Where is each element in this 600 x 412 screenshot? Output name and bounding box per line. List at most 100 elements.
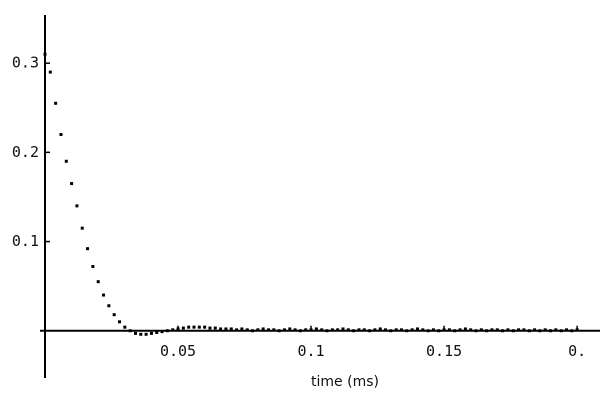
data-point [112,313,116,317]
data-point [123,325,127,329]
x-tick-label: 0.1 [298,342,325,360]
data-point [70,182,74,186]
data-point [256,328,260,332]
data-point [165,329,169,333]
y-tick-label: 0.2 [12,143,39,161]
data-point [453,329,457,333]
data-point [517,328,521,332]
data-point [410,328,414,332]
data-point [506,328,510,332]
data-point [117,320,121,324]
data-point [64,159,68,163]
data-point [139,332,143,336]
data-point [352,329,356,333]
data-point [341,327,345,331]
data-point [384,328,388,332]
data-point [224,327,228,331]
data-point [187,325,191,329]
data-point [171,328,175,332]
data-point [431,328,435,332]
data-point [549,329,553,333]
x-tick-label: 0.05 [160,342,196,360]
data-point [54,101,58,105]
y-tick-label: 0.1 [12,232,39,250]
data-point [282,328,286,332]
data-point [240,327,244,331]
data-point [447,328,451,332]
data-point [389,329,393,333]
data-point [320,328,324,332]
data-point [495,328,499,332]
data-point [91,265,95,269]
x-tick-label: 0.15 [426,342,462,360]
data-point [485,329,489,333]
data-point [133,331,137,335]
data-point [575,328,579,332]
data-point [357,328,361,332]
data-point [442,328,446,332]
data-point [538,329,542,333]
data-point [426,329,430,333]
data-point [490,328,494,332]
data-point [564,328,568,332]
data-point [325,329,329,333]
data-point [59,133,63,137]
data-point [43,52,47,56]
data-point [277,329,281,333]
data-point [107,304,111,308]
data-point [128,329,132,333]
data-point [479,328,483,332]
data-point [160,330,164,334]
data-point [368,329,372,333]
data-point [309,328,313,332]
data-point [463,327,467,331]
data-point [288,327,292,331]
data-point [559,329,563,333]
data-point [346,328,350,332]
data-point [314,327,318,331]
data-point [298,329,302,333]
data-point [155,331,159,335]
data-point [293,328,297,332]
data-point [208,326,212,330]
data-point [266,328,270,332]
data-point [197,325,201,329]
data-point [527,329,531,333]
data-point [400,328,404,332]
data-point [570,329,574,333]
y-tick-label: 0.3 [12,54,39,72]
data-point [304,328,308,332]
data-point [48,70,52,74]
data-point [415,327,419,331]
data-point [469,328,473,332]
data-point [522,328,526,332]
data-point [213,326,217,330]
data-point [394,328,398,332]
data-point [362,328,366,332]
data-point [336,328,340,332]
data-point [181,326,185,330]
data-point [330,328,334,332]
data-point [378,327,382,331]
data-point [144,332,148,336]
data-point [543,328,547,332]
data-point [75,204,79,208]
data-point [421,328,425,332]
data-point [102,293,106,297]
data-point [474,329,478,333]
data-point [86,247,90,251]
data-point [511,329,515,333]
data-point [176,327,180,331]
data-point [80,226,84,230]
data-point [251,329,255,333]
data-point [373,328,377,332]
data-point [96,280,100,284]
data-point [192,325,196,329]
data-point [501,329,505,333]
data-point [533,328,537,332]
x-tick-label: 0. [568,342,586,360]
data-point [245,328,249,332]
data-point [458,328,462,332]
data-point [272,328,276,332]
